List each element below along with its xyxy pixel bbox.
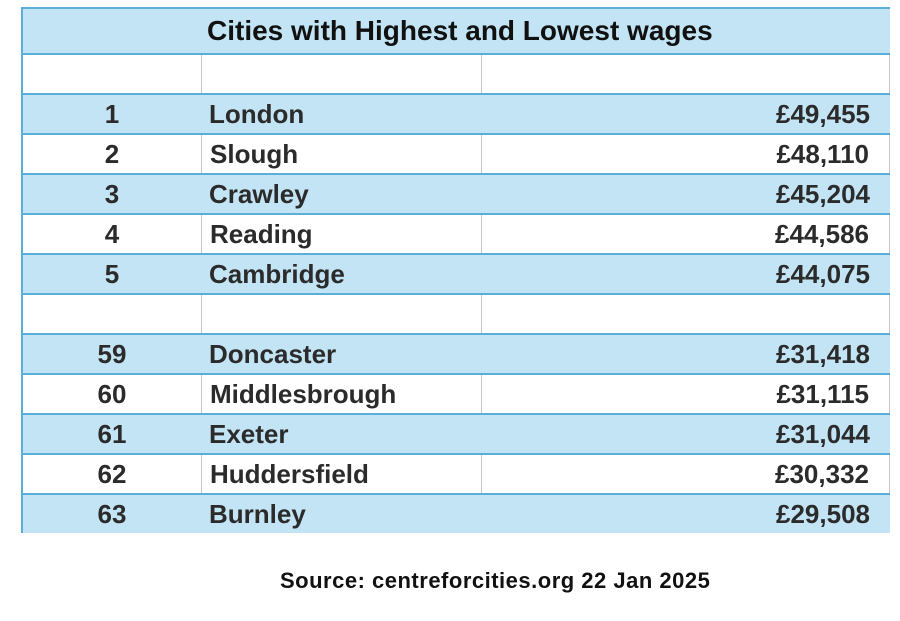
table-row: 63 Burnley £29,508 [23,493,890,533]
rank-cell: 1 [104,98,120,129]
wages-table: Cities with Highest and Lowest wages 1 L… [21,7,890,533]
table-title: Cities with Highest and Lowest wages [207,15,713,46]
wage-cell [481,55,890,93]
wage-cell: £29,508 [776,498,870,529]
rank-cell: 61 [97,418,127,449]
city-cell: London [209,98,305,129]
wage-cell: £44,075 [776,258,870,289]
city-cell: Slough [201,135,481,173]
city-cell: Huddersfield [201,455,481,493]
rank-cell: 4 [104,218,120,249]
rank-cell: 62 [97,458,127,489]
rank-cell [23,55,201,93]
table-row: 1 London £49,455 [23,93,890,133]
rank-cell: 63 [97,498,127,529]
wage-cell: £31,044 [776,418,870,449]
city-cell: Middlesbrough [201,375,481,413]
table-row: 4 Reading £44,586 [23,213,890,253]
table-row: 5 Cambridge £44,075 [23,253,890,293]
city-cell: Reading [201,215,481,253]
wage-cell: £44,586 [481,215,890,253]
rank-cell: 59 [97,338,127,369]
city-cell [201,295,481,333]
city-cell: Crawley [209,178,309,209]
table-row: 59 Doncaster £31,418 [23,333,890,373]
rank-cell: 3 [104,178,120,209]
table-row: 3 Crawley £45,204 [23,173,890,213]
rank-cell: 60 [97,378,127,409]
city-cell: Cambridge [209,258,345,289]
city-cell: Exeter [209,418,289,449]
wage-cell: £48,110 [481,135,890,173]
source-caption: Source: centreforcities.org 22 Jan 2025 [280,568,711,593]
wage-cell: £49,455 [776,98,870,129]
city-cell: Burnley [209,498,306,529]
wage-cell: £30,332 [481,455,890,493]
table-row: 61 Exeter £31,044 [23,413,890,453]
table-header: Cities with Highest and Lowest wages [23,7,890,53]
wage-cell [481,295,890,333]
table-row: 60 Middlesbrough £31,115 [23,373,890,413]
rank-cell [23,295,201,333]
city-cell [201,55,481,93]
spacer-row [23,293,890,333]
wage-cell: £31,418 [776,338,870,369]
rank-cell: 5 [104,258,120,289]
wage-cell: £31,115 [481,375,890,413]
table-row: 2 Slough £48,110 [23,133,890,173]
wage-cell: £45,204 [776,178,870,209]
city-cell: Doncaster [209,338,337,369]
table-row: 62 Huddersfield £30,332 [23,453,890,493]
spacer-row [23,53,890,93]
rank-cell: 2 [104,138,120,169]
